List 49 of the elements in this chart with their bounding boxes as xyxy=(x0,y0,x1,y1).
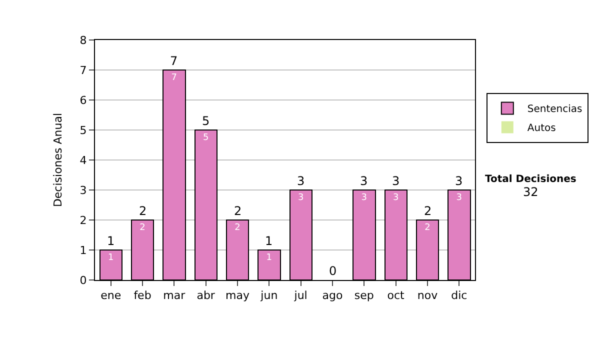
total-label: 7 xyxy=(170,54,178,68)
y-tick-label: 5 xyxy=(80,124,87,137)
total-label: 2 xyxy=(234,204,242,218)
total-label: 1 xyxy=(265,234,273,248)
y-tick-label: 4 xyxy=(80,154,87,167)
x-tick-label: jun xyxy=(260,289,278,302)
data-label: 3 xyxy=(361,193,368,203)
x-tick-label: jul xyxy=(293,289,308,302)
y-tick-label: 3 xyxy=(80,184,87,197)
x-tick-label: ene xyxy=(100,289,122,302)
x-tick-label: dic xyxy=(451,289,468,302)
x-tick-label: mar xyxy=(163,289,186,302)
total-label: 3 xyxy=(360,174,368,188)
x-tick-label: abr xyxy=(196,289,216,302)
data-label: 2 xyxy=(234,223,240,233)
total-label: 2 xyxy=(424,204,432,218)
data-label: 2 xyxy=(424,223,430,233)
data-label: 5 xyxy=(202,133,209,143)
y-axis-title: Decisiones Anual xyxy=(51,112,64,208)
total-label: 5 xyxy=(202,114,210,128)
legend-label: Sentencias xyxy=(527,104,582,116)
y-tick-label: 1 xyxy=(80,244,87,257)
total-label: 1 xyxy=(107,234,115,248)
total-label: 3 xyxy=(392,174,400,188)
x-tick-label: feb xyxy=(134,289,152,302)
data-label: 2 xyxy=(140,223,146,233)
y-tick-label: 7 xyxy=(80,64,87,77)
y-tick-label: 0 xyxy=(80,274,87,287)
y-tick-label: 6 xyxy=(80,94,87,107)
x-tick-label: may xyxy=(226,289,250,302)
legend-label: Autos xyxy=(527,123,556,134)
text: Total Decisiones xyxy=(485,174,576,185)
data-label: 1 xyxy=(266,253,272,263)
x-tick-label: sep xyxy=(354,289,374,302)
x-tick-label: nov xyxy=(417,289,438,302)
total-label: 3 xyxy=(455,174,463,188)
y-tick-label: 2 xyxy=(80,214,87,227)
data-label: 3 xyxy=(456,193,462,203)
data-label: 3 xyxy=(392,193,399,203)
total-label: 0 xyxy=(329,264,337,278)
data-label: 3 xyxy=(298,193,304,203)
data-label: 1 xyxy=(108,253,114,263)
y-tick-label: 8 xyxy=(80,34,87,47)
total-label: 2 xyxy=(139,204,147,218)
data-label: 7 xyxy=(171,73,178,83)
total-label: 3 xyxy=(297,174,305,188)
text: 32 xyxy=(523,185,538,199)
x-tick-label: ago xyxy=(322,289,343,302)
x-tick-label: oct xyxy=(387,289,406,302)
